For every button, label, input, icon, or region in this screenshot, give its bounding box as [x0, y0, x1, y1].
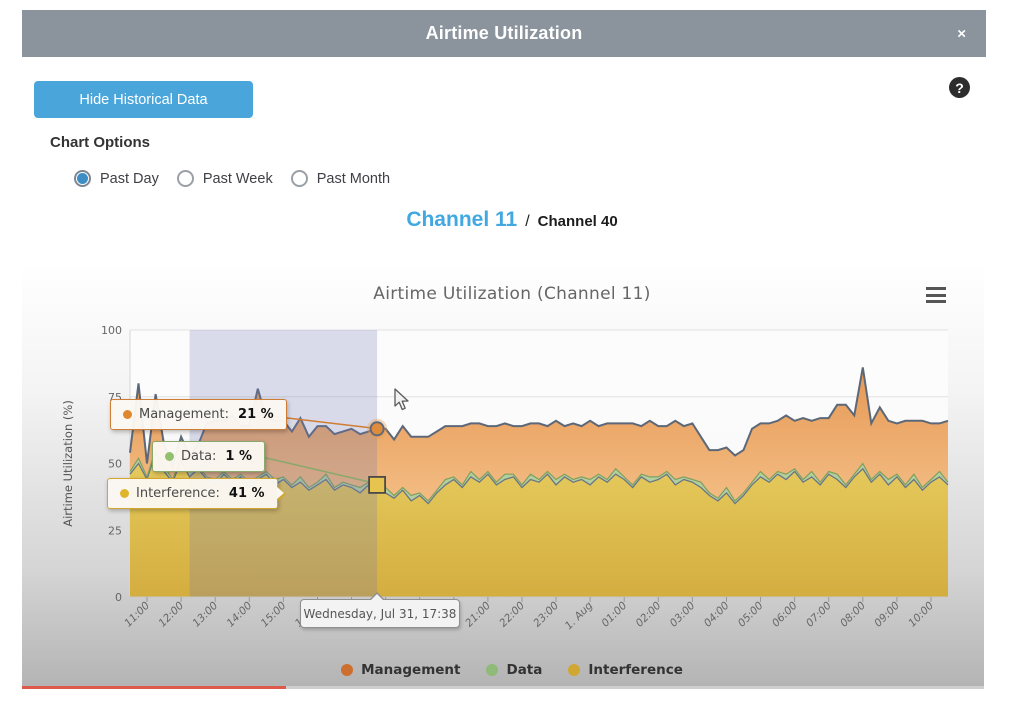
- tooltip-management: Management: 21 %: [110, 399, 287, 430]
- legend-item-interference[interactable]: Interference: [568, 662, 683, 678]
- chart-legend: Management Data Interference: [0, 662, 1024, 678]
- hide-historical-data-button[interactable]: Hide Historical Data: [34, 81, 253, 118]
- radio-past-day[interactable]: Past Day: [74, 170, 159, 187]
- legend-label: Management: [361, 662, 461, 678]
- tooltip-label: Data:: [181, 449, 217, 464]
- radio-past-week[interactable]: Past Week: [176, 170, 273, 187]
- close-icon[interactable]: ×: [957, 25, 966, 42]
- radio-circle: [176, 170, 194, 187]
- help-icon[interactable]: ?: [949, 77, 970, 98]
- chart-options-heading: Chart Options: [50, 134, 150, 151]
- legend-item-management[interactable]: Management: [341, 662, 460, 678]
- radio-circle: [290, 170, 308, 187]
- crosshair-date-label: Wednesday, Jul 31, 17:38: [303, 606, 457, 621]
- management-legend-dot-icon: [341, 664, 354, 676]
- tooltip-interference: Interference: 41 %: [107, 478, 286, 509]
- tooltip-pointer: [276, 485, 286, 502]
- management-dot-icon: [123, 410, 132, 419]
- radio-label: Past Week: [202, 170, 273, 187]
- interference-legend-dot-icon: [568, 664, 581, 676]
- tooltip-value: 41 %: [228, 486, 265, 501]
- chart-menu-icon[interactable]: [926, 287, 946, 303]
- radio-label: Past Day: [100, 170, 159, 187]
- crosshair-date-tooltip: Wednesday, Jul 31, 17:38: [300, 592, 460, 628]
- radio-label: Past Month: [316, 170, 391, 187]
- tooltip-label: Interference:: [136, 486, 220, 501]
- legend-label: Data: [506, 662, 543, 678]
- radio-past-month[interactable]: Past Month: [290, 170, 391, 187]
- tab-channel-40[interactable]: Channel 40: [537, 213, 618, 230]
- data-dot-icon: [165, 452, 174, 461]
- radio-circle: [74, 170, 91, 187]
- tooltip-value: 1 %: [225, 449, 253, 464]
- time-range-radio-group: Past Day Past Week Past Month: [74, 170, 390, 187]
- chart-title: Airtime Utilization (Channel 11): [373, 284, 651, 304]
- progress-track[interactable]: [286, 686, 984, 689]
- video-progress-bar[interactable]: [22, 686, 286, 689]
- legend-label: Interference: [588, 662, 683, 678]
- interference-dot-icon: [120, 489, 129, 498]
- legend-item-data[interactable]: Data: [486, 662, 542, 678]
- modal-header: Airtime Utilization ×: [22, 10, 986, 57]
- tooltip-label: Management:: [139, 407, 230, 422]
- channel-tabs: Channel 11 / Channel 40: [0, 208, 1024, 232]
- data-legend-dot-icon: [486, 664, 499, 676]
- tab-channel-11[interactable]: Channel 11: [406, 208, 518, 231]
- tooltip-pointer-up: [369, 592, 385, 600]
- tooltip-value: 21 %: [238, 407, 274, 422]
- modal-title: Airtime Utilization: [425, 23, 583, 43]
- tab-separator: /: [525, 213, 530, 230]
- tooltip-data: Data: 1 %: [152, 441, 266, 472]
